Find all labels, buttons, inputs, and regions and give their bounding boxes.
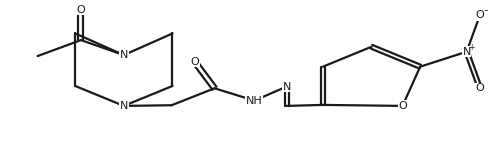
Text: O: O <box>475 83 484 93</box>
Text: +: + <box>468 43 475 52</box>
Text: N: N <box>283 82 291 92</box>
Text: O: O <box>77 5 85 15</box>
Text: O: O <box>398 101 407 111</box>
Text: −: − <box>483 6 488 15</box>
Text: N: N <box>120 101 128 111</box>
Text: O: O <box>190 57 199 67</box>
Text: O: O <box>475 10 484 20</box>
Text: N: N <box>463 47 471 57</box>
Text: NH: NH <box>246 96 263 106</box>
Text: N: N <box>120 50 128 60</box>
